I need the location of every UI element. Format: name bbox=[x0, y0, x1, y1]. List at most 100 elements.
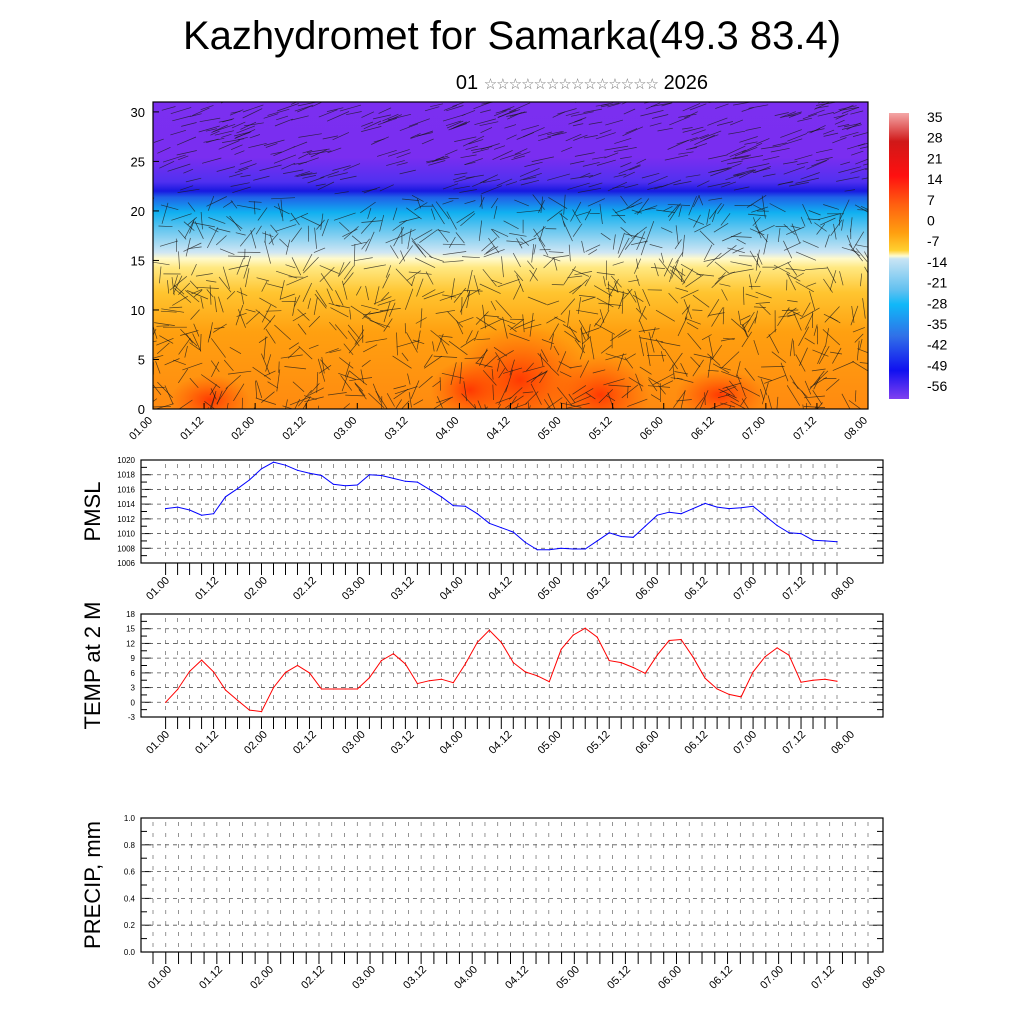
wind-vector bbox=[349, 370, 368, 386]
wind-vector bbox=[635, 373, 643, 392]
wind-vector bbox=[417, 132, 433, 137]
wind-vector bbox=[707, 353, 721, 366]
wind-vector bbox=[772, 142, 787, 147]
wind-vector bbox=[259, 297, 277, 308]
wind-vector bbox=[326, 111, 350, 122]
x-tick-label: 08.00 bbox=[829, 729, 857, 757]
wind-vector bbox=[721, 157, 736, 163]
wind-vector bbox=[817, 213, 841, 221]
wind-vector bbox=[778, 181, 793, 185]
wind-vector bbox=[524, 323, 542, 330]
wind-vector bbox=[180, 185, 194, 191]
wind-vector bbox=[474, 404, 477, 409]
data-point bbox=[764, 515, 766, 517]
wind-vector bbox=[313, 297, 318, 315]
wind-vector bbox=[296, 172, 318, 177]
data-point bbox=[201, 659, 203, 661]
x-tick-label: 01.12 bbox=[193, 575, 221, 603]
wind-vector bbox=[505, 395, 524, 409]
wind-vector bbox=[832, 347, 842, 364]
wind-vector bbox=[417, 243, 433, 259]
wind-vector bbox=[689, 134, 709, 142]
wind-vector bbox=[418, 375, 433, 389]
y-tick-label: 0 bbox=[131, 698, 136, 707]
wind-vector bbox=[308, 315, 321, 328]
x-tick-label: 05.12 bbox=[587, 415, 615, 443]
wind-vector bbox=[780, 114, 797, 118]
wind-vector bbox=[660, 341, 681, 347]
wind-vector bbox=[363, 344, 378, 353]
wind-vector bbox=[663, 206, 673, 212]
data-point bbox=[512, 531, 514, 533]
wind-vector bbox=[253, 407, 256, 409]
data-point bbox=[284, 671, 287, 674]
wind-vector bbox=[430, 103, 444, 108]
wind-vector bbox=[598, 389, 613, 404]
y-tick-label: 10 bbox=[131, 303, 145, 318]
wind-vector bbox=[316, 219, 325, 230]
wind-vector bbox=[559, 213, 568, 221]
wind-vector bbox=[850, 110, 864, 115]
wind-vector bbox=[178, 282, 191, 295]
wind-vector bbox=[537, 352, 552, 368]
wind-vector bbox=[439, 337, 448, 354]
wind-vector bbox=[273, 146, 296, 157]
wind-vector bbox=[227, 370, 252, 375]
wind-vector bbox=[349, 377, 373, 382]
wind-vector bbox=[371, 136, 389, 145]
wind-vector bbox=[833, 104, 854, 115]
wind-vector bbox=[158, 225, 173, 228]
wind-vector bbox=[697, 180, 710, 187]
wind-vector bbox=[668, 292, 679, 304]
wind-vector bbox=[509, 333, 530, 342]
wind-vector bbox=[734, 173, 745, 176]
wind-vector bbox=[187, 202, 196, 212]
wind-vector bbox=[529, 312, 534, 337]
wind-vector bbox=[641, 172, 660, 179]
wind-vector bbox=[497, 278, 520, 288]
wind-vector bbox=[730, 261, 752, 267]
wind-vector bbox=[511, 155, 525, 161]
wind-vector bbox=[731, 318, 747, 332]
wind-vector bbox=[803, 406, 826, 408]
wind-vector bbox=[691, 129, 706, 136]
data-point bbox=[320, 474, 323, 477]
wind-vector bbox=[638, 328, 660, 332]
wind-vector bbox=[721, 351, 740, 368]
cross-section-plot: 0 5 10 15 20 25 30 01.00 01.12 02.00 02.12 03.00 03.… bbox=[127, 101, 870, 443]
wind-vector bbox=[568, 393, 576, 403]
wind-vector bbox=[830, 351, 843, 355]
wind-vector bbox=[207, 195, 215, 211]
wind-vector bbox=[153, 138, 164, 143]
wind-vector bbox=[693, 214, 701, 228]
warm-spot bbox=[170, 375, 250, 409]
wind-vector bbox=[377, 117, 398, 126]
wind-vector bbox=[605, 353, 628, 361]
wind-vector bbox=[587, 198, 605, 207]
wind-vector bbox=[416, 330, 421, 350]
wind-vector bbox=[257, 207, 268, 221]
wind-vector bbox=[804, 395, 825, 399]
wind-vector bbox=[431, 203, 445, 225]
wind-vector bbox=[628, 377, 644, 387]
wind-vector bbox=[786, 307, 797, 315]
wind-vector bbox=[680, 363, 688, 377]
data-point bbox=[632, 666, 634, 669]
wind-vector bbox=[361, 220, 382, 223]
wind-vector bbox=[708, 197, 723, 201]
wind-vector bbox=[277, 103, 299, 112]
wind-vector bbox=[492, 384, 494, 401]
wind-vector bbox=[563, 194, 566, 215]
wind-vector bbox=[236, 204, 261, 210]
wind-vector bbox=[660, 351, 665, 362]
colorbar-label: -35 bbox=[927, 316, 947, 332]
wind-vector bbox=[605, 102, 606, 103]
wind-vector bbox=[164, 358, 180, 366]
x-tick-label: 05.00 bbox=[536, 415, 564, 443]
wind-vector bbox=[408, 271, 432, 275]
wind-vector bbox=[442, 294, 457, 298]
x-tick-label: 05.00 bbox=[536, 575, 564, 603]
wind-vector bbox=[839, 107, 860, 111]
wind-vector bbox=[645, 207, 656, 210]
wind-vector bbox=[274, 324, 291, 341]
